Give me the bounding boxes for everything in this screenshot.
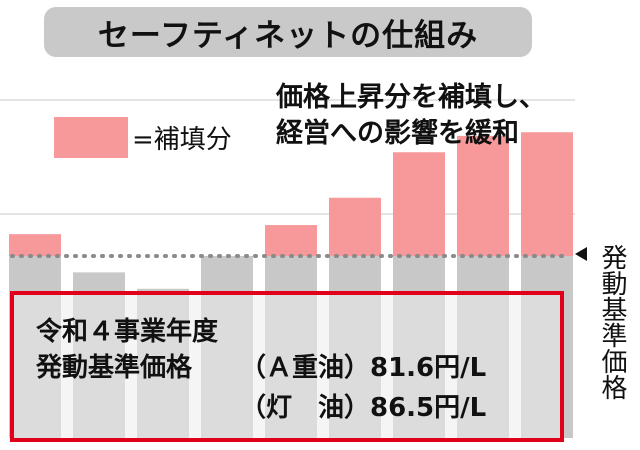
base-price-heading: 発動基準価格 [36,353,193,383]
annotation-line-1: 価格上昇分を補填し、 [276,82,546,113]
fiscal-year: 令和４事業年度 [36,317,219,347]
base-price-marker-icon [575,247,587,261]
annotation: 価格上昇分を補填し、 経営への影響を緩和 [276,80,546,152]
base-price-label: 発動基準価格 [597,244,627,400]
info-box: 令和４事業年度 発動基準価格 （Ａ重油）81.6円/L （灯 油）86.5円/L [10,291,564,442]
legend-swatch [54,117,128,158]
bar-subsidy-8 [457,135,509,256]
bar-subsidy-7 [393,152,445,256]
kerosene-price: （灯 油）86.5円/L [240,393,487,423]
annotation-line-2: 経営への影響を緩和 [276,118,519,149]
page-title: セーフティネットの仕組み [97,17,479,54]
legend-label: =補填分 [132,125,232,155]
heavy-oil-price: （Ａ重油）81.6円/L [240,353,487,383]
bar-subsidy-1 [9,234,61,256]
bar-subsidy-9 [521,132,573,256]
bar-subsidy-6 [329,197,381,256]
bar-subsidy-5 [265,225,317,256]
title-box: セーフティネットの仕組み [44,7,532,57]
